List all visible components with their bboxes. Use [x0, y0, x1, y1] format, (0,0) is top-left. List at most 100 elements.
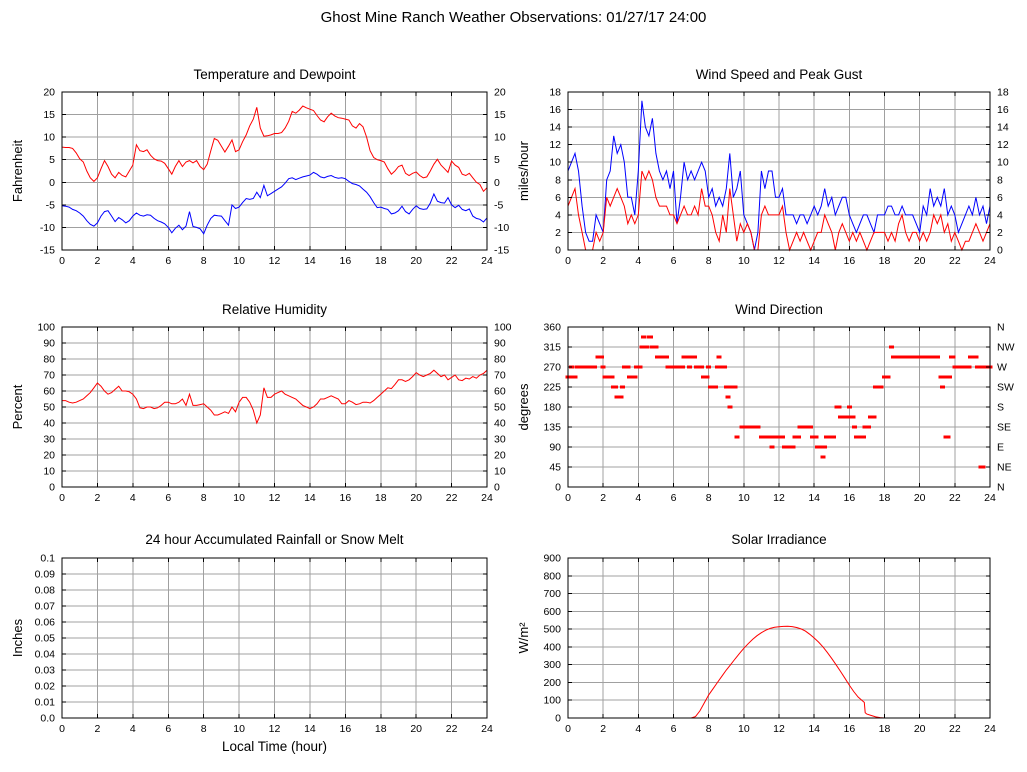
series-wind-direction — [565, 335, 993, 469]
svg-text:400: 400 — [543, 641, 561, 653]
svg-text:SW: SW — [997, 382, 1014, 394]
y-axis-label: W/m² — [516, 622, 531, 654]
series-peak-gust — [567, 100, 991, 251]
svg-text:6: 6 — [671, 255, 677, 267]
svg-text:20: 20 — [914, 723, 926, 735]
svg-text:20: 20 — [410, 255, 422, 267]
svg-text:0.07: 0.07 — [35, 601, 56, 613]
svg-text:200: 200 — [543, 677, 561, 689]
svg-text:6: 6 — [671, 492, 677, 504]
svg-text:10: 10 — [738, 492, 750, 504]
svg-text:2: 2 — [600, 723, 606, 735]
svg-text:14: 14 — [808, 492, 820, 504]
svg-text:24: 24 — [984, 492, 996, 504]
svg-text:10: 10 — [43, 466, 55, 478]
svg-text:20: 20 — [494, 87, 506, 99]
svg-text:10: 10 — [549, 157, 561, 169]
svg-text:45: 45 — [549, 462, 561, 474]
svg-text:14: 14 — [808, 723, 820, 735]
svg-text:N: N — [997, 322, 1005, 334]
svg-text:12: 12 — [269, 255, 281, 267]
svg-text:90: 90 — [494, 338, 506, 350]
svg-text:4: 4 — [130, 255, 136, 267]
svg-text:18: 18 — [879, 492, 891, 504]
svg-text:5: 5 — [49, 154, 55, 166]
tick-labels: 0.0 0.01 0.02 0.03 0.04 0.05 0.06 0.07 0.08 0.09 0… — [35, 553, 493, 736]
y-axis-label: Inches — [10, 618, 25, 657]
svg-text:6: 6 — [555, 192, 561, 204]
svg-text:12: 12 — [997, 139, 1009, 151]
svg-text:0: 0 — [59, 492, 65, 504]
rainfall-plot: 0.0 0.01 0.02 0.03 0.04 0.05 0.06 0.07 0.08 0.09 0… — [10, 553, 493, 755]
svg-text:60: 60 — [43, 386, 55, 398]
svg-text:135: 135 — [543, 422, 561, 434]
svg-text:0: 0 — [494, 482, 500, 494]
svg-text:12: 12 — [549, 139, 561, 151]
svg-text:0: 0 — [997, 245, 1003, 257]
grid-lines — [61, 91, 488, 251]
svg-text:0: 0 — [49, 482, 55, 494]
svg-text:0.03: 0.03 — [35, 665, 56, 677]
svg-text:0.02: 0.02 — [35, 681, 56, 693]
svg-text:6: 6 — [165, 492, 171, 504]
svg-text:0: 0 — [555, 713, 561, 725]
svg-text:0: 0 — [494, 177, 500, 189]
svg-text:24: 24 — [481, 492, 493, 504]
svg-text:50: 50 — [494, 402, 506, 414]
svg-text:20: 20 — [410, 492, 422, 504]
wind-speed-gust-chart: Wind Speed and Peak Gust 0 0 2 2 4 4 6 6 8 8 10 10 1… — [513, 55, 1027, 290]
svg-text:225: 225 — [543, 382, 561, 394]
solar-irradiance-chart: Solar Irradiance 0 100 200 300 400 500 600 700 8… — [513, 520, 1027, 772]
svg-text:900: 900 — [543, 553, 561, 565]
axes — [567, 326, 991, 488]
svg-text:0.0: 0.0 — [40, 713, 55, 725]
svg-text:8: 8 — [997, 174, 1003, 186]
svg-text:6: 6 — [671, 723, 677, 735]
svg-text:20: 20 — [914, 255, 926, 267]
svg-text:8: 8 — [201, 492, 207, 504]
svg-text:-5: -5 — [46, 199, 55, 211]
axes — [567, 557, 991, 719]
svg-text:300: 300 — [543, 659, 561, 671]
svg-text:0.01: 0.01 — [35, 697, 56, 709]
svg-text:16: 16 — [843, 723, 855, 735]
svg-text:6: 6 — [165, 723, 171, 735]
svg-text:60: 60 — [494, 386, 506, 398]
svg-text:0: 0 — [49, 177, 55, 189]
axes — [61, 326, 488, 488]
svg-text:4: 4 — [635, 255, 641, 267]
svg-text:20: 20 — [494, 450, 506, 462]
svg-text:4: 4 — [130, 492, 136, 504]
svg-text:W: W — [997, 362, 1007, 374]
svg-text:8: 8 — [706, 492, 712, 504]
svg-text:22: 22 — [949, 492, 961, 504]
svg-text:22: 22 — [446, 492, 458, 504]
svg-text:NE: NE — [997, 462, 1012, 474]
x-axis-label: Local Time (hour) — [222, 739, 327, 754]
svg-text:2: 2 — [600, 255, 606, 267]
svg-text:70: 70 — [43, 370, 55, 382]
svg-text:2: 2 — [555, 227, 561, 239]
chart-title: 24 hour Accumulated Rainfall or Snow Mel… — [145, 532, 404, 547]
svg-text:30: 30 — [43, 434, 55, 446]
svg-text:800: 800 — [543, 570, 561, 582]
svg-text:18: 18 — [375, 255, 387, 267]
svg-text:16: 16 — [339, 723, 351, 735]
chart-title: Relative Humidity — [221, 302, 328, 317]
svg-text:100: 100 — [37, 322, 55, 334]
svg-text:0.05: 0.05 — [35, 633, 56, 645]
svg-text:700: 700 — [543, 588, 561, 600]
svg-text:10: 10 — [738, 255, 750, 267]
svg-text:20: 20 — [43, 450, 55, 462]
series-group — [62, 369, 488, 425]
svg-text:360: 360 — [543, 322, 561, 334]
svg-text:4: 4 — [635, 723, 641, 735]
svg-text:0.09: 0.09 — [35, 569, 56, 581]
svg-text:10: 10 — [233, 723, 245, 735]
grid-lines — [61, 326, 488, 488]
svg-text:4: 4 — [130, 723, 136, 735]
